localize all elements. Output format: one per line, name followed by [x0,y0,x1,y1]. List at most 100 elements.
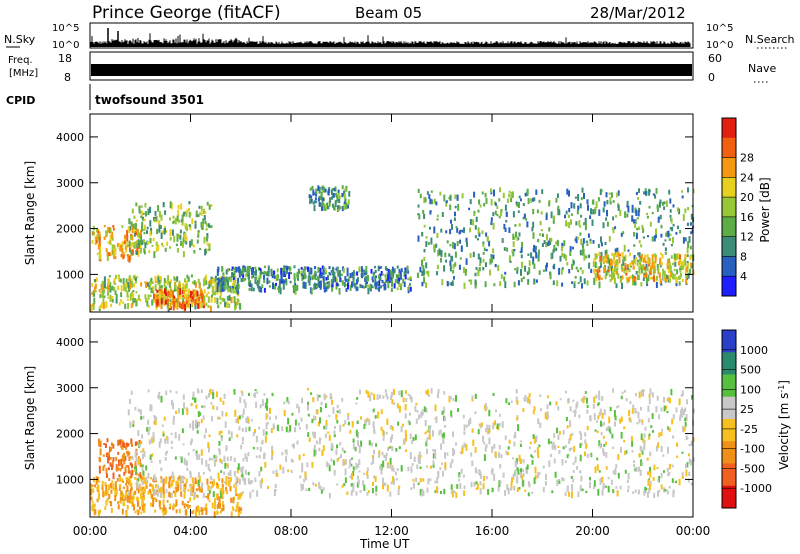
data-cell [492,392,495,396]
data-cell [372,481,374,486]
data-cell [227,279,229,286]
data-cell [205,223,208,227]
data-cell [397,421,400,426]
data-cell [629,275,632,279]
data-cell [307,413,310,417]
data-cell [249,491,252,499]
data-cell [674,261,677,267]
data-cell [372,457,374,464]
data-cell [600,242,603,247]
data-cell [522,459,525,464]
data-cell [181,480,184,483]
data-cell [301,275,304,281]
data-cell [255,455,258,458]
data-cell [626,200,629,207]
data-cell [527,397,529,404]
data-cell [137,478,140,482]
data-cell [137,408,140,413]
data-cell [275,282,277,286]
data-cell [649,466,651,473]
data-cell [528,446,531,449]
data-cell [643,447,646,451]
data-cell [572,410,575,413]
data-cell [692,408,695,414]
data-cell [123,458,126,465]
data-cell [599,255,601,263]
data-cell [650,425,653,429]
data-cell [387,274,390,282]
data-cell [336,444,338,449]
data-cell [586,453,589,458]
data-cell [548,460,551,467]
data-cell [276,274,279,278]
data-cell [178,508,181,514]
data-cell [655,254,657,257]
data-cell [616,262,619,265]
data-cell [115,294,118,299]
data-cell [589,481,592,489]
data-cell [538,471,541,476]
data-cell [151,453,154,457]
data-cell [126,245,129,248]
data-cell [633,255,636,259]
data-cell [580,433,583,440]
data-cell [367,275,369,282]
data-cell [126,504,129,510]
data-cell [148,249,151,254]
data-cell [561,282,564,287]
data-cell [643,443,646,450]
data-cell [101,480,104,487]
data-cell [219,295,222,300]
data-cell [168,481,171,489]
data-cell [611,433,614,439]
data-cell [96,252,99,256]
data-cell [504,435,507,440]
data-cell [91,500,94,504]
data-cell [667,472,670,477]
data-cell [384,389,387,393]
data-cell [547,413,549,419]
data-cell [406,265,409,272]
data-cell [141,488,144,495]
data-cell [517,468,520,475]
data-cell [168,507,171,510]
data-cell [311,275,314,281]
data-cell [494,264,497,268]
data-cell [355,491,358,496]
data-cell [646,457,649,461]
data-cell [124,456,127,461]
data-cell [241,473,244,478]
data-cell [230,297,233,304]
data-cell [124,234,126,239]
data-cell [424,197,427,203]
data-cell [506,198,509,203]
data-cell [133,274,136,278]
data-cell [121,478,123,482]
data-cell [139,244,142,251]
data-cell [478,199,481,205]
data-cell [211,285,214,293]
data-cell [405,398,408,403]
data-cell [242,277,245,282]
data-cell [516,477,519,484]
data-cell [481,230,484,235]
data-cell [350,483,353,487]
data-cell [196,421,198,429]
data-cell [499,463,502,469]
data-cell [108,240,111,243]
data-cell [110,489,113,494]
data-cell [498,215,501,219]
data-cell [378,266,381,269]
data-cell [570,447,573,451]
data-cell [123,452,126,460]
data-cell [313,192,316,195]
data-cell [452,270,455,274]
data-cell [225,269,228,275]
data-cell [303,272,306,279]
data-cell [105,500,108,506]
data-cell [155,303,158,308]
data-cell [652,263,655,266]
data-cell [196,239,199,244]
data-cell [128,498,131,504]
data-cell [386,484,389,492]
